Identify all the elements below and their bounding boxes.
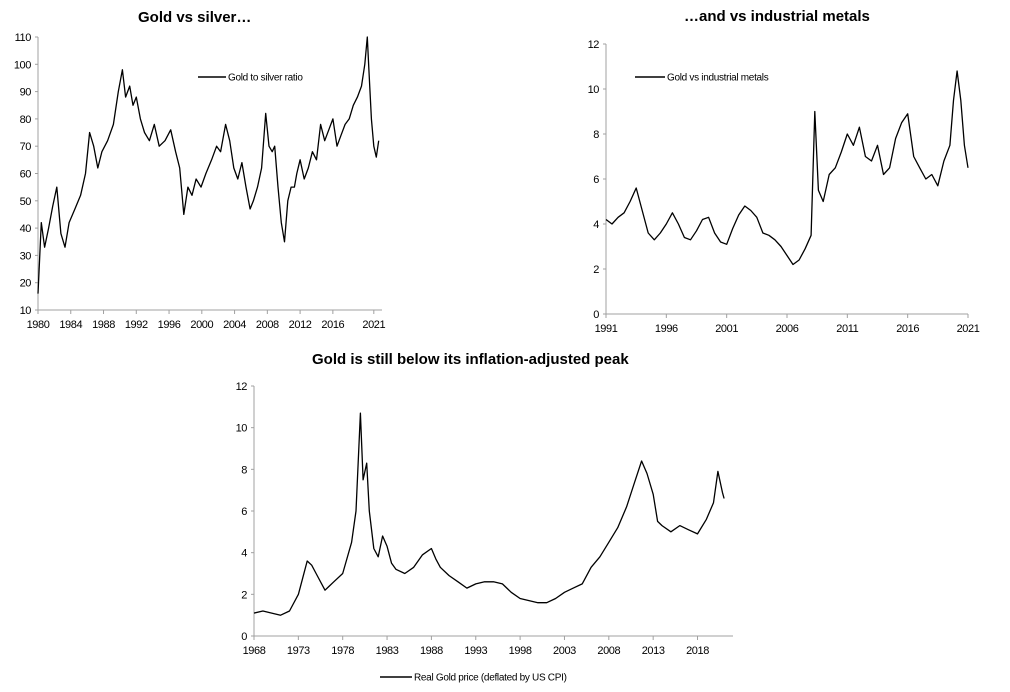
chart1-series-line xyxy=(37,36,380,294)
chart2-y-tick-label: 10 xyxy=(588,84,600,96)
chart1-x-tick-label: 1988 xyxy=(92,319,115,331)
chart2-legend-label: Gold vs industrial metals xyxy=(667,73,769,84)
chart3-x-tick-label: 1968 xyxy=(243,645,266,657)
chart3-y-tick-label: 6 xyxy=(241,506,247,518)
chart2-y-tick-label: 12 xyxy=(588,39,600,51)
chart3-x-tick-label: 2013 xyxy=(642,645,665,657)
chart3-x-tick-label: 1973 xyxy=(287,645,310,657)
chart3-x-tick-label: 2003 xyxy=(553,645,576,657)
chart1-x-tick-label: 2012 xyxy=(289,319,312,331)
chart1-legend-label: Gold to silver ratio xyxy=(228,73,303,84)
chart1-y-tick-label: 100 xyxy=(14,59,31,71)
chart2-y-tick-label: 0 xyxy=(593,309,599,321)
chart1-y-tick-label: 60 xyxy=(20,169,32,181)
chart2-x-tick-label: 2006 xyxy=(776,323,799,335)
chart3-y-tick-label: 2 xyxy=(241,589,247,601)
chart1-x-tick-label: 1992 xyxy=(125,319,148,331)
chart3-x-tick-label: 1983 xyxy=(376,645,399,657)
chart3-series-line xyxy=(253,412,725,616)
chart1-y-tick-label: 90 xyxy=(20,87,32,99)
chart1-x-tick-label: 1980 xyxy=(27,319,50,331)
chart1-y-tick-label: 80 xyxy=(20,114,32,126)
chart2-y-tick-label: 2 xyxy=(593,264,599,276)
chart2-x-tick-label: 2011 xyxy=(836,323,858,335)
chart1-x-tick-label: 2000 xyxy=(190,319,213,331)
chart2-x-tick-label: 2001 xyxy=(715,323,738,335)
chart1-y-tick-label: 20 xyxy=(20,278,32,290)
chart2-x-tick-label: 2016 xyxy=(896,323,919,335)
chart3-y-tick-label: 4 xyxy=(241,548,247,560)
chart1-x-tick-label: 2021 xyxy=(362,319,385,331)
chart3-legend-label: Real Gold price (deflated by US CPI) xyxy=(414,673,567,684)
chart3-x-tick-label: 1998 xyxy=(509,645,532,657)
chart1-x-tick-label: 1984 xyxy=(59,319,82,331)
chart3-x-tick-label: 2008 xyxy=(597,645,620,657)
chart2-title: …and vs industrial metals xyxy=(684,8,870,25)
chart2-series-line xyxy=(605,70,969,266)
chart2-y-tick-label: 4 xyxy=(593,219,599,231)
chart1-title: Gold vs silver… xyxy=(138,9,252,26)
chart1-y-tick-label: 50 xyxy=(20,196,32,208)
chart3-x-tick-label: 2018 xyxy=(686,645,709,657)
chart2-x-tick-label: 1996 xyxy=(655,323,678,335)
chart1-y-tick-label: 70 xyxy=(20,141,32,153)
chart1-y-tick-label: 10 xyxy=(20,305,32,317)
chart2-x-tick-label: 1991 xyxy=(595,323,618,335)
chart3-x-tick-label: 1993 xyxy=(464,645,487,657)
chart1-y-tick-label: 30 xyxy=(20,250,32,262)
chart1-x-tick-label: 2008 xyxy=(256,319,279,331)
chart3-y-tick-label: 12 xyxy=(236,381,248,393)
chart3-title: Gold is still below its inflation-adjust… xyxy=(312,351,629,368)
chart3-y-tick-label: 0 xyxy=(241,631,247,643)
chart1-y-tick-label: 110 xyxy=(15,32,32,44)
chart2-x-tick-label: 2021 xyxy=(957,323,980,335)
chart3-x-tick-label: 1978 xyxy=(331,645,354,657)
chart3-y-tick-label: 10 xyxy=(236,423,248,435)
chart3-x-tick-label: 1988 xyxy=(420,645,443,657)
chart1-x-tick-label: 2004 xyxy=(223,319,246,331)
chart2-y-tick-label: 6 xyxy=(593,174,599,186)
chart2-y-tick-label: 8 xyxy=(593,129,599,141)
chart1-x-tick-label: 2016 xyxy=(321,319,344,331)
chart3-y-tick-label: 8 xyxy=(241,464,247,476)
chart1-x-tick-label: 1996 xyxy=(158,319,181,331)
chart1-y-tick-label: 40 xyxy=(20,223,32,235)
